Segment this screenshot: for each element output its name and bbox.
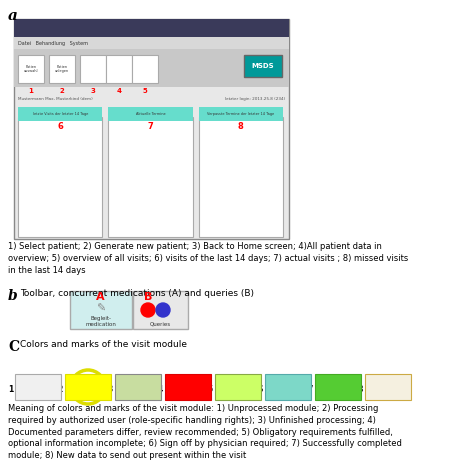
- FancyBboxPatch shape: [14, 49, 289, 87]
- FancyBboxPatch shape: [133, 291, 188, 329]
- Text: Infektions
status: Infektions status: [76, 382, 100, 392]
- FancyBboxPatch shape: [18, 117, 102, 237]
- FancyBboxPatch shape: [80, 55, 106, 83]
- Text: O: O: [145, 306, 152, 315]
- Text: 3: 3: [108, 384, 113, 393]
- FancyBboxPatch shape: [244, 55, 282, 77]
- Text: Patien
anlegen: Patien anlegen: [55, 64, 69, 73]
- Text: 7: 7: [308, 384, 313, 393]
- Text: C: C: [8, 340, 19, 354]
- FancyBboxPatch shape: [132, 55, 158, 83]
- Text: 1: 1: [8, 384, 13, 393]
- Text: Anamnese: Anamnese: [25, 384, 51, 390]
- Text: A: A: [96, 292, 104, 302]
- FancyBboxPatch shape: [18, 107, 102, 121]
- Text: 1: 1: [28, 88, 34, 94]
- FancyBboxPatch shape: [109, 117, 192, 237]
- FancyBboxPatch shape: [65, 374, 111, 400]
- Text: Datei   Behandlung   System: Datei Behandlung System: [18, 40, 88, 46]
- FancyBboxPatch shape: [14, 19, 289, 239]
- Circle shape: [141, 303, 155, 317]
- FancyBboxPatch shape: [14, 37, 289, 49]
- FancyBboxPatch shape: [109, 107, 192, 121]
- Text: Blutbild: Blutbild: [179, 384, 198, 390]
- FancyBboxPatch shape: [365, 374, 411, 400]
- Text: 2: 2: [60, 88, 64, 94]
- Text: 1) Select patient; 2) Generate new patient; 3) Back to Home screen; 4)All patien: 1) Select patient; 2) Generate new patie…: [8, 242, 408, 274]
- FancyBboxPatch shape: [315, 374, 361, 400]
- Text: 6: 6: [258, 384, 263, 393]
- Text: 7: 7: [147, 121, 154, 130]
- FancyBboxPatch shape: [15, 374, 61, 400]
- Text: b: b: [8, 289, 18, 303]
- Text: Meaning of colors and marks of the visit module: 1) Unprocessed module; 2) Proce: Meaning of colors and marks of the visit…: [8, 404, 402, 460]
- Circle shape: [156, 303, 170, 317]
- Text: Verpasste Termine der letzter 14 Tage: Verpasste Termine der letzter 14 Tage: [207, 112, 274, 116]
- FancyBboxPatch shape: [199, 117, 283, 237]
- Text: Colors and marks of the visit module: Colors and marks of the visit module: [20, 340, 187, 349]
- Text: Mustermann Max, Musterkind (dem): Mustermann Max, Musterkind (dem): [18, 97, 93, 101]
- Text: ✎: ✎: [96, 304, 106, 314]
- FancyBboxPatch shape: [106, 55, 132, 83]
- FancyBboxPatch shape: [14, 19, 289, 37]
- Text: a: a: [8, 9, 18, 23]
- Text: 4: 4: [158, 384, 163, 393]
- Text: O: O: [159, 306, 166, 315]
- Text: 8: 8: [238, 121, 244, 130]
- FancyBboxPatch shape: [115, 374, 161, 400]
- Text: 5: 5: [208, 384, 213, 393]
- FancyBboxPatch shape: [18, 55, 44, 83]
- Text: TREAT
Ergebnas: TREAT Ergebnas: [327, 382, 349, 392]
- Text: 5: 5: [143, 88, 147, 94]
- Text: 4: 4: [117, 88, 121, 94]
- Text: Patien
auswahl: Patien auswahl: [24, 64, 38, 73]
- FancyBboxPatch shape: [265, 374, 311, 400]
- Text: MS-Vor-
Behandlung: MS-Vor- Behandlung: [123, 382, 153, 392]
- Text: MSDS: MSDS: [252, 63, 274, 69]
- Text: B: B: [144, 292, 152, 302]
- Text: 04 Dez 2014
1. Vorunter-
suchung: 04 Dez 2014 1. Vorunter- suchung: [373, 378, 403, 396]
- Text: Toolbar, concurrent medications (A) and queries (B): Toolbar, concurrent medications (A) and …: [20, 289, 254, 298]
- Text: Aktuelle Termine: Aktuelle Termine: [136, 112, 165, 116]
- FancyBboxPatch shape: [215, 374, 261, 400]
- Text: Queries: Queries: [149, 322, 171, 327]
- FancyBboxPatch shape: [199, 107, 283, 121]
- Text: 3: 3: [91, 88, 95, 94]
- Text: Begleit-
medication: Begleit- medication: [86, 316, 117, 327]
- Text: 2: 2: [58, 384, 63, 393]
- Text: letzter login: 2013.25.8 (234): letzter login: 2013.25.8 (234): [225, 97, 285, 101]
- Text: 8: 8: [357, 384, 363, 393]
- FancyBboxPatch shape: [165, 374, 211, 400]
- FancyBboxPatch shape: [49, 55, 75, 83]
- Text: 6: 6: [57, 121, 63, 130]
- FancyBboxPatch shape: [70, 291, 132, 329]
- Text: letzte Visits der letzter 14 Tage: letzte Visits der letzter 14 Tage: [33, 112, 88, 116]
